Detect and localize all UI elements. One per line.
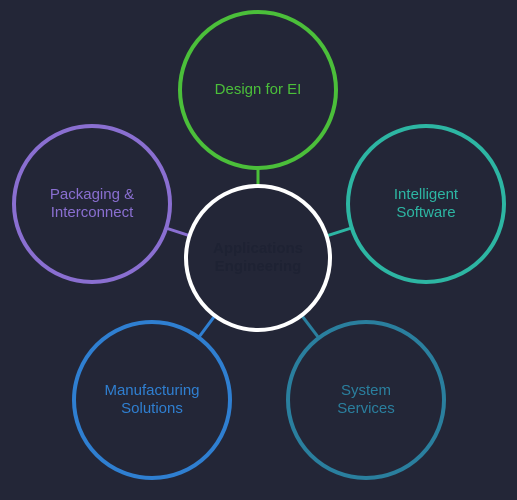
- intelligent-software-node: IntelligentSoftware: [348, 126, 504, 282]
- intelligent-software-label-line-1: Software: [396, 204, 455, 221]
- center-label-line-0: Applications: [213, 240, 303, 257]
- system-services-label-line-1: Services: [337, 400, 395, 417]
- system-services-node: SystemServices: [288, 322, 444, 478]
- center-node: ApplicationsEngineering: [186, 186, 330, 330]
- system-services-label-line-0: System: [341, 382, 391, 399]
- packaging-interconnect-node: Packaging &Interconnect: [14, 126, 170, 282]
- spoke-system-services: [302, 315, 319, 338]
- design-ei-node: Design for EI: [180, 12, 336, 168]
- center-label-line-1: Engineering: [215, 258, 302, 275]
- packaging-interconnect-label-line-1: Interconnect: [51, 204, 134, 221]
- manufacturing-solutions-label-line-0: Manufacturing: [104, 382, 199, 399]
- hub-spoke-diagram: Design for EI IntelligentSoftware SystemSe…: [0, 0, 517, 500]
- manufacturing-solutions-node: ManufacturingSolutions: [74, 322, 230, 478]
- spoke-packaging-interconnect: [166, 228, 189, 236]
- manufacturing-solutions-label-line-1: Solutions: [121, 400, 183, 417]
- intelligent-software-label-line-0: Intelligent: [394, 186, 459, 203]
- spoke-manufacturing-solutions: [199, 316, 215, 338]
- spoke-intelligent-software: [327, 228, 352, 236]
- design-ei-label-line-0: Design for EI: [215, 81, 302, 98]
- packaging-interconnect-label-line-0: Packaging &: [50, 186, 134, 203]
